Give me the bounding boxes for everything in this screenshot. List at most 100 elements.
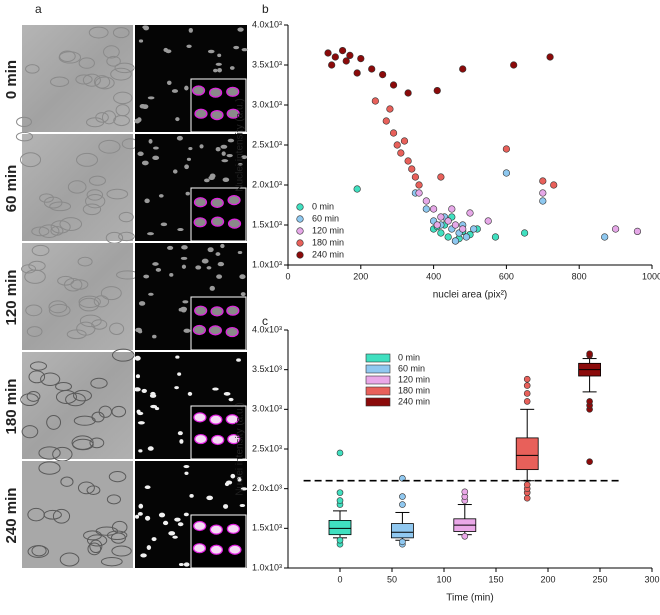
point (437, 173, 445, 181)
y-tick-label: 3.5x10³ (252, 364, 282, 374)
point (379, 70, 387, 79)
nucleus (180, 256, 188, 260)
segmented-nucleus (227, 434, 241, 445)
cell (24, 269, 46, 284)
legend-marker (296, 215, 304, 223)
point (491, 233, 500, 241)
point (342, 57, 350, 65)
legend-swatch (365, 375, 391, 385)
outlier (586, 350, 593, 358)
point (539, 189, 547, 197)
y-axis-label: Nuclei intensity (a.u.) (235, 402, 246, 495)
cell (59, 50, 76, 62)
nucleus (166, 80, 172, 86)
point (422, 197, 430, 205)
nucleus (215, 146, 221, 152)
segmented-nucleus (225, 326, 239, 338)
cell (59, 217, 83, 231)
point (459, 65, 467, 73)
nucleus (223, 391, 231, 396)
segmented-nucleus (228, 544, 242, 555)
cell (60, 476, 74, 487)
x-axis-label: Time (min) (446, 593, 493, 604)
nucleus (134, 514, 140, 519)
point (386, 105, 394, 113)
y-tick-label: 4.0x10³ (252, 324, 282, 334)
point (459, 225, 467, 233)
nucleus (148, 139, 153, 144)
segmented-nucleus (227, 218, 242, 229)
legend-label: 0 min (398, 352, 420, 362)
brightfield-image (22, 134, 133, 241)
brightfield-image (22, 461, 133, 568)
y-tick-label: 2.5x10³ (252, 443, 282, 453)
cell (110, 67, 132, 81)
cell (83, 530, 102, 541)
nucleus (204, 178, 210, 183)
point (550, 181, 558, 189)
legend-label: 180 min (398, 385, 430, 395)
point (611, 225, 620, 233)
legend-marker (296, 203, 304, 211)
chart: 1.0x10³ 1.5x10³ 2.0x10³ 2.5x10³ 3.0x10³ 3.5x1… (235, 324, 660, 603)
cell (40, 372, 61, 387)
cell (71, 435, 94, 450)
cell (59, 552, 80, 567)
segmented-nucleus (226, 305, 240, 316)
nucleus (222, 177, 230, 183)
outlier (461, 532, 469, 540)
row-label: 0 min (3, 60, 20, 99)
cell (109, 322, 125, 335)
row-label: 120 min (3, 270, 20, 326)
nucleus (187, 391, 193, 396)
segmented-nucleus (193, 197, 208, 208)
panel-label: a (35, 2, 42, 16)
cell (111, 405, 127, 418)
brightfield-image (22, 25, 133, 132)
cell (86, 485, 101, 495)
nucleus (217, 67, 222, 73)
segmented-nucleus (210, 109, 224, 121)
nucleus (184, 164, 189, 170)
nucleus (184, 471, 189, 475)
point (433, 221, 441, 229)
cell (48, 303, 71, 317)
nucleus (183, 464, 190, 469)
cell (78, 57, 95, 69)
cell (21, 425, 39, 439)
cell (106, 494, 122, 505)
nucleus (177, 431, 183, 436)
nucleus (215, 62, 222, 66)
cell (85, 194, 106, 209)
nucleus (183, 328, 191, 333)
nucleus (146, 545, 152, 550)
legend-marker (296, 227, 304, 235)
nucleus (229, 66, 235, 70)
outlier (336, 489, 344, 496)
legend-label: 240 min (312, 249, 344, 259)
point (397, 149, 405, 157)
nucleus (150, 404, 158, 409)
nucleus (181, 264, 187, 269)
microscopy-panel: 0 min 60 min 120 min 180 min 240 min (3, 25, 248, 569)
outlier (523, 494, 531, 502)
nucleus (158, 512, 166, 518)
brightfield-image (22, 243, 133, 350)
outlier (336, 449, 344, 457)
cell (100, 286, 122, 301)
point (400, 137, 409, 145)
point (466, 209, 474, 217)
cell (50, 225, 64, 236)
legend-label: 120 min (312, 225, 344, 235)
segmented-nucleus (209, 524, 223, 535)
point (448, 205, 456, 213)
point (422, 205, 430, 213)
cell (67, 180, 87, 194)
cell (82, 73, 101, 87)
outlier (586, 398, 593, 405)
point (510, 61, 518, 69)
nucleus (228, 397, 234, 402)
cell (73, 415, 96, 426)
segmented-nucleus (192, 324, 206, 336)
nucleus (138, 301, 146, 306)
